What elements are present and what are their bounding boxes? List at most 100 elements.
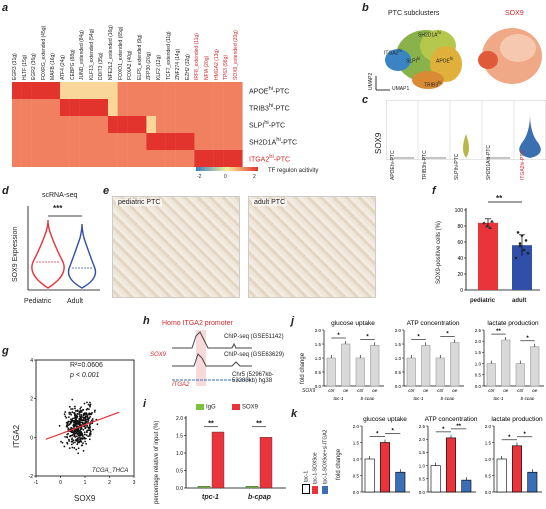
scatter-point xyxy=(88,401,91,404)
bar-f-point xyxy=(482,221,486,225)
scatter-point xyxy=(88,408,90,411)
subplot-ytick-label: 2.5 xyxy=(475,328,482,333)
heatmap-cell xyxy=(165,82,176,99)
subplot-cell-label: b-cpap xyxy=(521,396,535,400)
scatter-point xyxy=(64,411,67,413)
heatmap-gene-label: JUND_extended (84g) xyxy=(79,30,86,80)
violin-d-title: scRNA-seq xyxy=(42,192,78,199)
subplot-bar xyxy=(395,471,406,493)
heatmap-cell xyxy=(146,99,157,116)
heatmap-cell xyxy=(50,82,61,99)
heatmap-cell xyxy=(204,82,214,99)
panel-j-row-label: SOX9 xyxy=(302,388,316,394)
heatmap-cell xyxy=(12,150,22,167)
scatter-point xyxy=(74,430,77,433)
subplot-ytick-label: 1.5 xyxy=(395,342,402,347)
heatmap-cell xyxy=(31,116,41,133)
heatmap-cell xyxy=(175,99,185,116)
heatmap-cell xyxy=(69,133,80,150)
heatmap-cell xyxy=(156,82,166,99)
heatmap-cell xyxy=(88,99,99,116)
heatmap-cell xyxy=(79,150,89,167)
heatmap-cell xyxy=(146,116,157,133)
scatter-point xyxy=(68,440,70,442)
heatmap-cell xyxy=(108,150,118,167)
bar-f-ytick-label: 40 xyxy=(457,256,463,262)
chip-gene-label: ITGA2 xyxy=(172,382,190,388)
heatmap-cell xyxy=(127,99,137,116)
row-label-gene: APOE xyxy=(249,88,269,96)
heatmap-cell xyxy=(232,82,243,99)
violin-d-adult xyxy=(67,223,97,289)
umap-axis1-label: UMAP1 xyxy=(392,86,410,92)
subplot-cell-label: b-cpap xyxy=(441,396,455,400)
scatter-point xyxy=(91,418,94,420)
scatter-point xyxy=(76,437,79,440)
scatter-point xyxy=(82,442,84,444)
metabolism-oe-panel: fold change glucose uptake 0.0 0.5 1.0 1.5 2.… xyxy=(298,318,546,408)
scatter-point xyxy=(78,436,81,439)
scatter-ylabel: ITGA2 xyxy=(12,424,21,448)
heatmap-cell xyxy=(175,116,185,133)
row-label-suffix: -PTC xyxy=(273,156,291,164)
subplot-significance: ** xyxy=(496,329,501,335)
subplot-xlabel: ctrl xyxy=(437,388,444,393)
subplot-ytick-label: 1.5 xyxy=(475,350,482,355)
subplot-xlabel: oe xyxy=(423,388,429,393)
heatmap-cell xyxy=(184,133,195,150)
scatter-point xyxy=(87,435,90,438)
scatter-regression-line xyxy=(45,411,120,440)
subplot-ytick-label: 1.0 xyxy=(419,463,426,468)
scatter-point xyxy=(82,435,84,438)
heatmap-cell xyxy=(204,99,214,116)
scatter-point xyxy=(68,447,71,450)
subplot-ytick-label: 1.0 xyxy=(475,361,482,366)
subplot-significance: * xyxy=(523,432,526,438)
bar-i-ytick-label: 0.5 xyxy=(176,469,183,475)
scatter-point xyxy=(78,433,81,436)
subplot-bar xyxy=(446,437,456,493)
heatmap-row-label: ITGA2hi-PTC xyxy=(249,154,290,163)
heatmap-cell xyxy=(127,150,137,167)
scatter-point xyxy=(86,424,89,427)
subplot-xlabel: oe xyxy=(503,388,509,393)
heatmap-cell xyxy=(88,116,99,133)
subplot-xlabel: oe xyxy=(452,388,458,393)
scatter-xlabel: SOX9 xyxy=(74,494,96,503)
scatter-point xyxy=(80,414,83,416)
heatmap-row-label: APOEhi-PTC xyxy=(249,86,289,95)
heatmap-cell xyxy=(79,116,89,133)
subplot-ytick-label: 0.5 xyxy=(395,370,402,375)
chipseq-panel: Homo ITGA2 promoter SOX9 ChIP-seq (GSE51… xyxy=(148,318,290,398)
heatmap-cell xyxy=(69,82,80,99)
scatter-point xyxy=(67,421,70,423)
heatmap-cell xyxy=(136,82,147,99)
scatter-point xyxy=(80,427,83,430)
heatmap-cell xyxy=(156,150,166,167)
heatmap-cell xyxy=(12,133,22,150)
heatmap-cell xyxy=(223,99,233,116)
heatmap-cell xyxy=(12,82,22,99)
scatter-point xyxy=(89,433,92,436)
subplot-cell-label: tpc-1 xyxy=(493,396,504,400)
legend-k-swatch-tpc1 xyxy=(302,484,310,494)
umap-clusters-plot xyxy=(375,30,462,91)
scatter-point xyxy=(70,431,73,434)
heatmap-cell xyxy=(165,116,176,133)
bar-i-significance: ** xyxy=(256,421,262,428)
heatmap-cell xyxy=(175,82,185,99)
heatmap-cell xyxy=(69,116,80,133)
bar-i-ytick-label: 1.0 xyxy=(176,451,183,457)
subplot-svg: glucose uptake 0.0 0.5 1.0 1.5 2.0 ctrl oe ctrl o… xyxy=(315,320,384,400)
violin-d-significance: *** xyxy=(53,204,63,213)
scatter-point xyxy=(65,421,68,424)
subplot-title: lactate production xyxy=(487,320,539,327)
scatter-point xyxy=(70,418,73,421)
scatter-point xyxy=(83,402,86,405)
bar-f-xlabel-adult: adult xyxy=(512,298,527,304)
scatter-plot: -1 0 1 2 3 -2 0 2 4 xyxy=(29,358,136,486)
heatmap-cell xyxy=(88,82,99,99)
subplot-bar xyxy=(435,357,445,387)
bar-f-point xyxy=(518,242,522,245)
heatmap-cell xyxy=(40,116,51,133)
